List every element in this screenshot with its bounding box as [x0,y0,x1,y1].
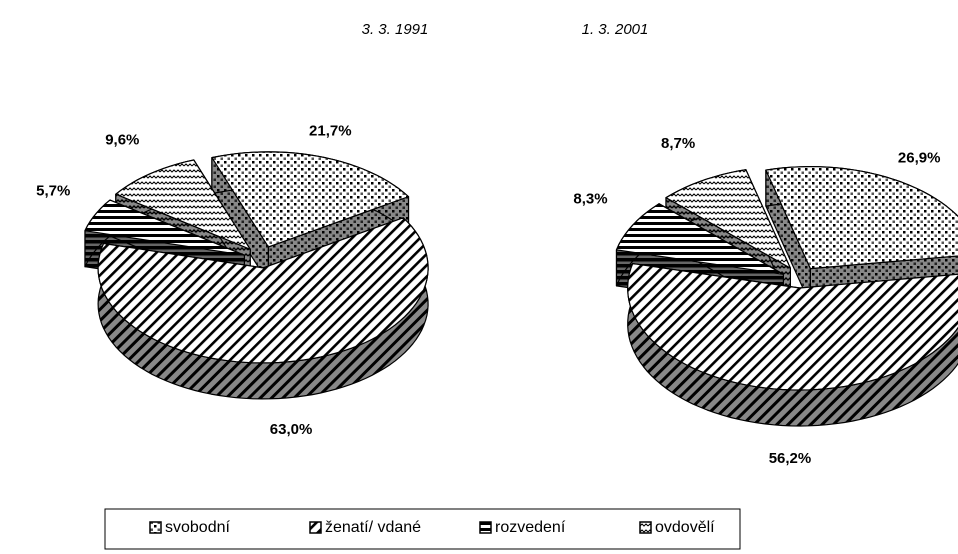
slice-top [665,169,791,269]
legend-label: ovdovělí [655,519,715,536]
slice-top [84,199,245,256]
slice-top [211,151,410,248]
legend-label: ženatí/ vdané [325,519,421,536]
slice-top [115,159,251,250]
slice-top [615,203,784,275]
pie-slice [97,217,429,400]
data-label: 9,6% [105,131,139,148]
data-label: 26,9% [898,150,941,167]
data-label: 63,0% [270,421,313,438]
legend-box [104,508,741,550]
data-label: 5,7% [36,182,70,199]
legend-swatch [309,521,322,534]
data-label: 8,7% [661,135,695,152]
legend-swatch [639,521,652,534]
pie-slice [627,263,958,427]
slice-top [765,166,958,270]
slice-top [97,217,429,364]
legend-label: rozvedení [495,519,566,536]
pie-slice [211,151,410,284]
legend-swatch [479,521,492,534]
legend-label: svobodní [165,519,230,536]
data-label: 21,7% [309,123,352,140]
legend-swatch [149,521,162,534]
slice-top [627,263,958,391]
data-label: 56,2% [769,450,812,467]
pie-title: 3. 3. 1991 [362,21,429,38]
pie-title: 1. 3. 2001 [582,21,649,38]
data-label: 8,3% [573,190,607,207]
